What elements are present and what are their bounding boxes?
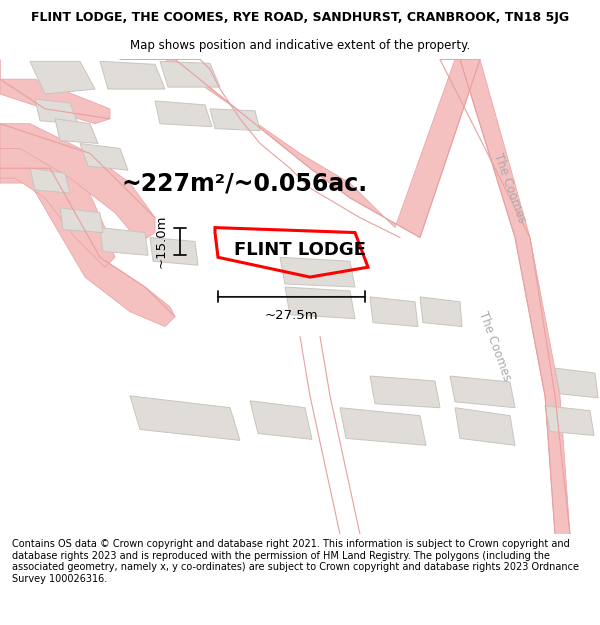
Polygon shape [555,368,598,398]
Text: FLINT LODGE, THE COOMES, RYE ROAD, SANDHURST, CRANBROOK, TN18 5JG: FLINT LODGE, THE COOMES, RYE ROAD, SANDH… [31,11,569,24]
Polygon shape [370,376,440,408]
Polygon shape [55,119,98,144]
Polygon shape [420,297,462,326]
Text: Map shows position and indicative extent of the property.: Map shows position and indicative extent… [130,39,470,52]
Text: The Coomes: The Coomes [476,310,514,383]
Polygon shape [130,396,240,441]
Polygon shape [100,228,148,255]
Text: Contains OS data © Crown copyright and database right 2021. This information is : Contains OS data © Crown copyright and d… [12,539,579,584]
Polygon shape [35,99,78,124]
Text: ~15.0m: ~15.0m [155,215,168,268]
Polygon shape [250,401,312,439]
Polygon shape [285,287,355,319]
Polygon shape [440,59,570,534]
Polygon shape [210,109,260,131]
Polygon shape [60,208,103,232]
Polygon shape [0,168,175,326]
Polygon shape [450,376,515,408]
Polygon shape [150,238,198,265]
Polygon shape [545,406,594,436]
Polygon shape [455,408,515,445]
Polygon shape [0,124,155,242]
Polygon shape [30,61,95,94]
Polygon shape [0,144,115,268]
Text: ~27.5m: ~27.5m [264,309,318,322]
Polygon shape [160,61,220,87]
Polygon shape [155,101,212,127]
Polygon shape [370,297,418,326]
Polygon shape [340,408,426,445]
Text: FLINT LODGE: FLINT LODGE [234,241,366,259]
Polygon shape [280,258,355,287]
Polygon shape [120,59,480,238]
Text: ~227m²/~0.056ac.: ~227m²/~0.056ac. [122,171,368,195]
Text: The Coomes: The Coomes [491,151,529,224]
Polygon shape [100,61,165,89]
Polygon shape [80,144,128,170]
Polygon shape [0,59,110,124]
Polygon shape [30,168,70,193]
